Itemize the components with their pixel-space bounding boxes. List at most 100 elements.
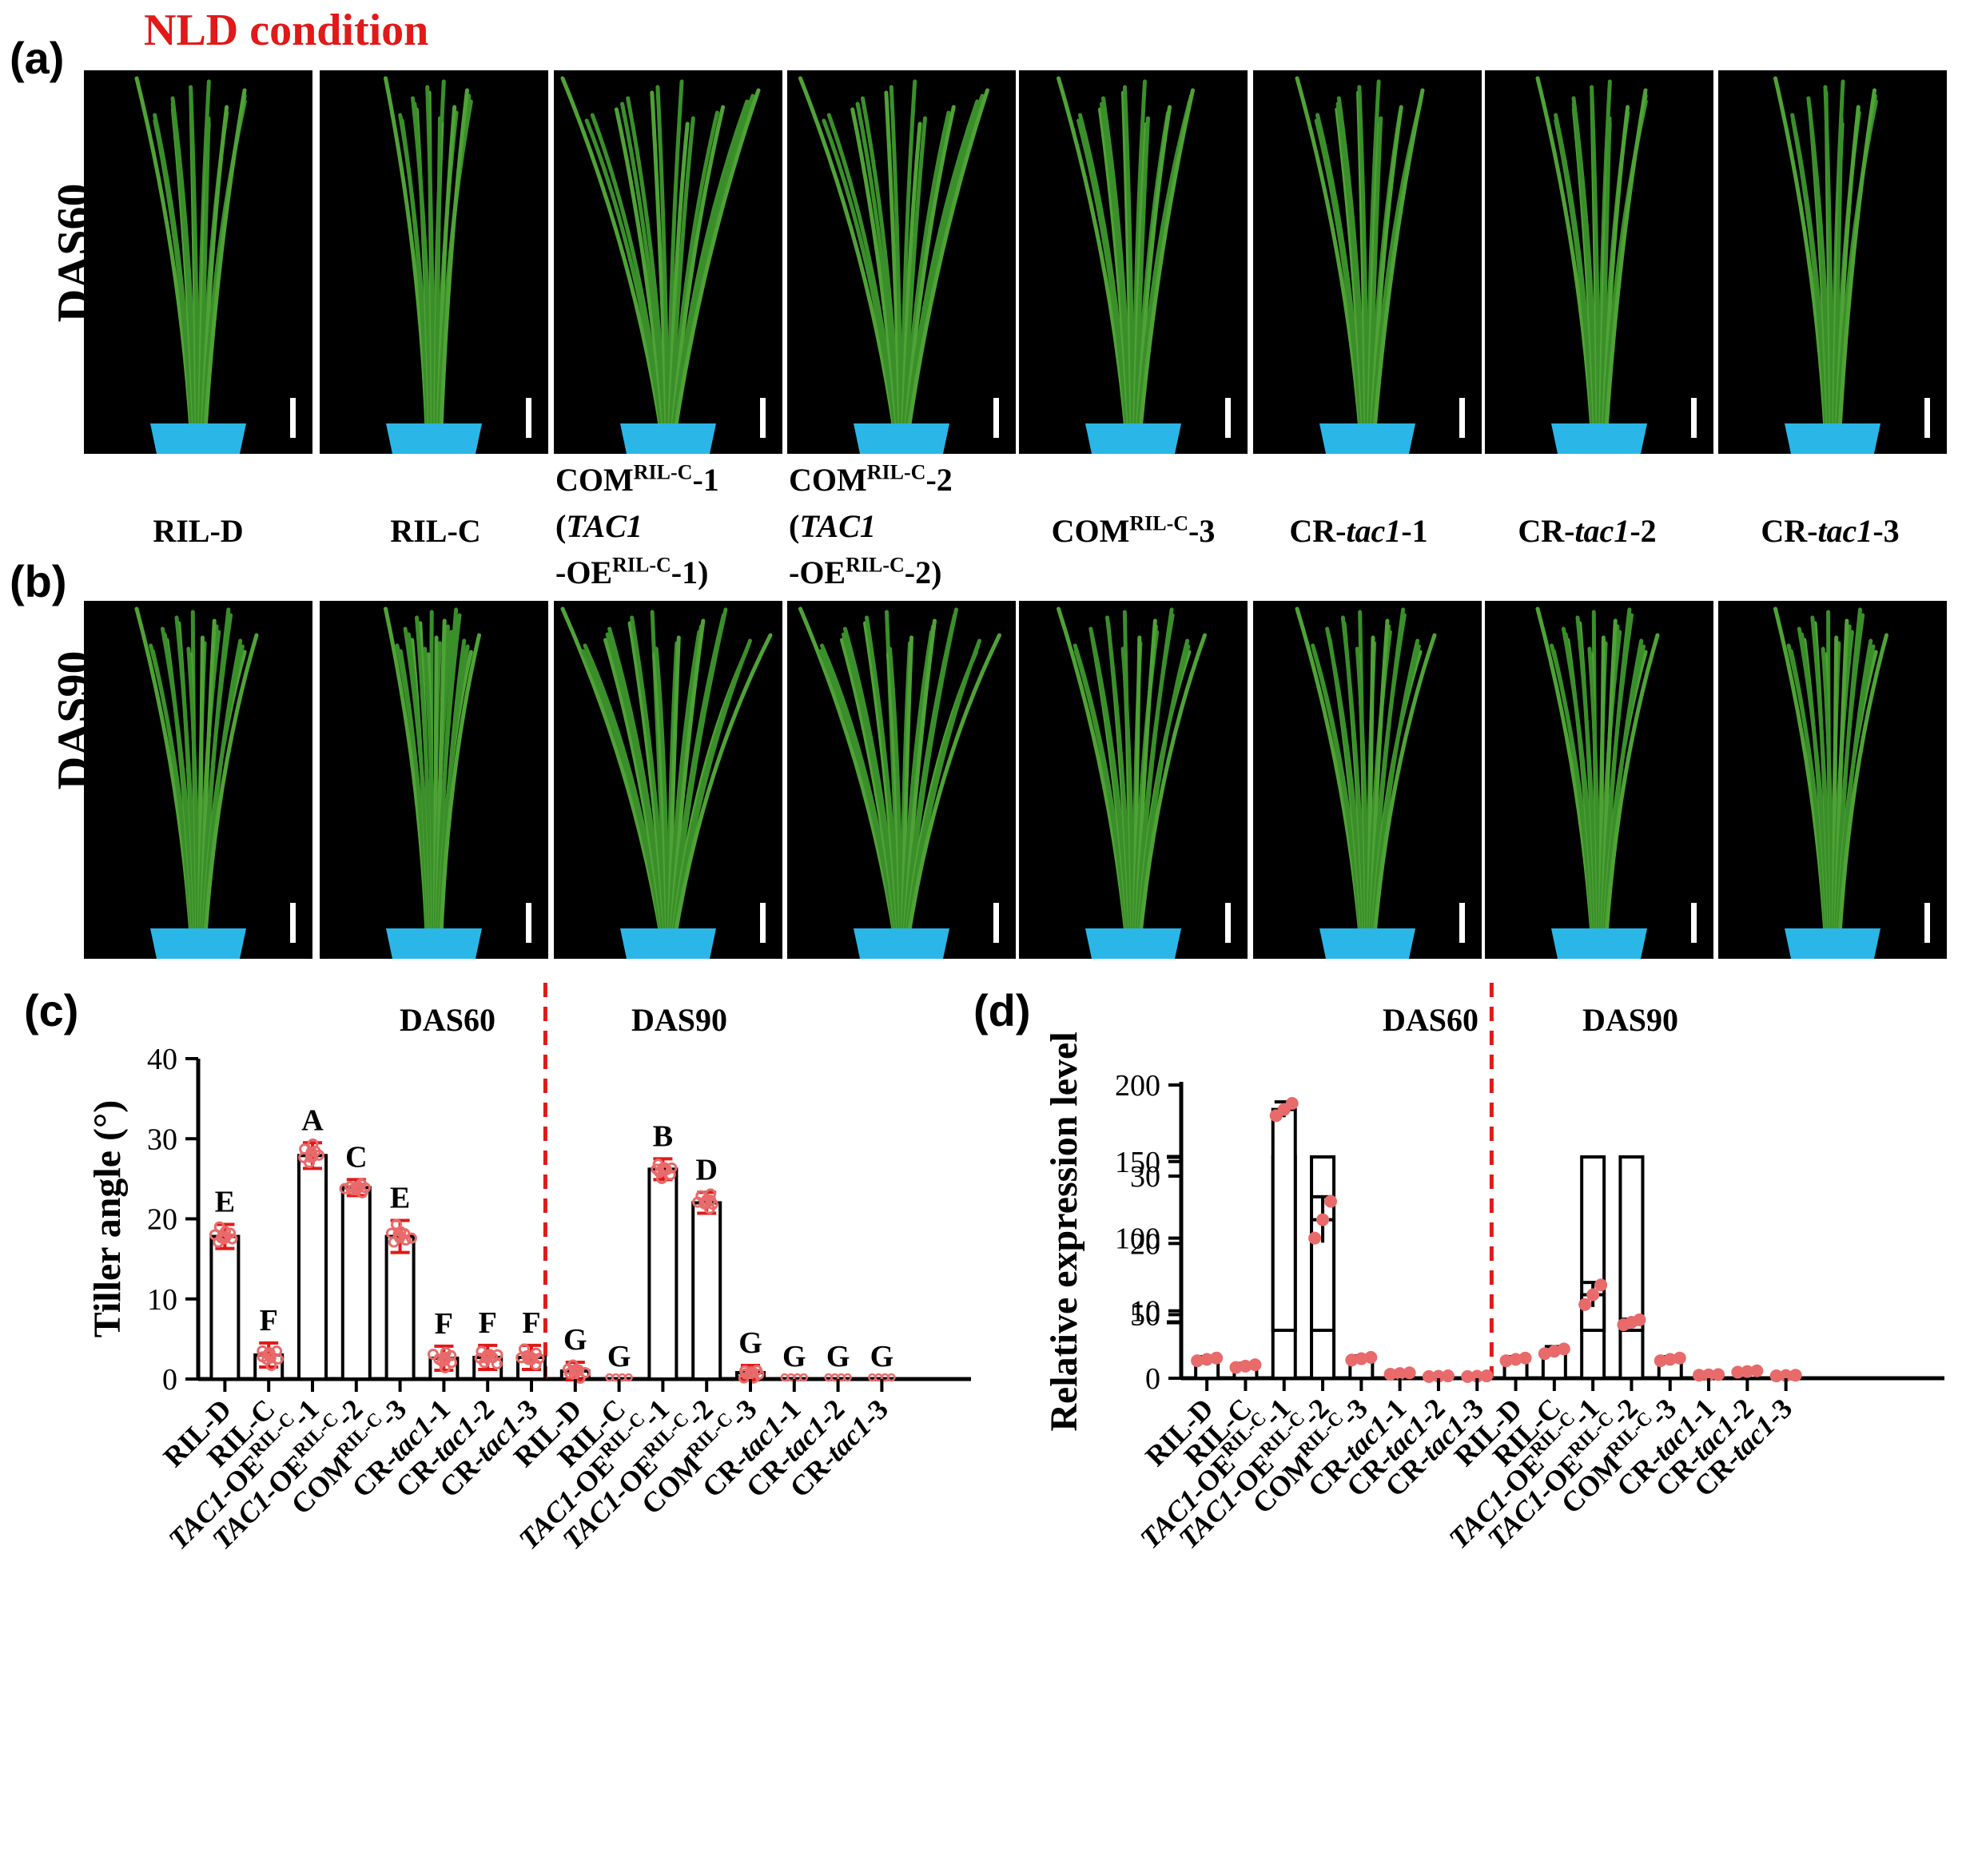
- y-tick-label: 100: [1115, 1222, 1160, 1256]
- data-point: [661, 1164, 673, 1176]
- plant-photo: [84, 601, 312, 959]
- plant-photo: [1253, 601, 1482, 959]
- data-point: [1654, 1354, 1667, 1368]
- y-tick-label: 10: [147, 1283, 177, 1317]
- group-label: DAS90: [631, 1002, 727, 1038]
- scale-bar: [1691, 398, 1697, 438]
- data-point: [480, 1352, 492, 1364]
- data-point: [1702, 1368, 1716, 1381]
- y-tick-label: 40: [147, 1043, 177, 1076]
- bar: [647, 1167, 679, 1381]
- data-point: [213, 1221, 225, 1233]
- data-point: [1547, 1345, 1561, 1358]
- data-point: [1779, 1369, 1793, 1382]
- leaf: [673, 633, 773, 937]
- y-axis-title: Tiller angle (°): [86, 1100, 129, 1337]
- data-point: [1422, 1369, 1435, 1383]
- data-point: [1741, 1365, 1754, 1378]
- pot: [1551, 928, 1647, 959]
- group-label: DAS60: [1383, 1002, 1478, 1038]
- data-point: [705, 1188, 717, 1200]
- leaf: [1837, 633, 1888, 937]
- data-point: [1239, 1359, 1252, 1373]
- significance-letter: G: [607, 1340, 631, 1373]
- data-point: [225, 1227, 237, 1239]
- leaf: [903, 105, 956, 432]
- pot: [620, 423, 716, 454]
- data-point: [1750, 1364, 1764, 1377]
- leaf: [1138, 633, 1207, 937]
- data-point: [1471, 1369, 1484, 1383]
- pot: [1085, 423, 1181, 454]
- pot: [1319, 928, 1415, 959]
- scale-bar: [1924, 398, 1930, 438]
- data-point: [390, 1218, 402, 1230]
- plant-photo: [1019, 70, 1248, 454]
- pot: [1319, 423, 1415, 454]
- group-label: DAS90: [1582, 1002, 1678, 1038]
- data-point: [1712, 1368, 1725, 1381]
- data-point: [569, 1365, 581, 1377]
- data-point: [1633, 1313, 1646, 1326]
- data-point: [299, 1143, 311, 1155]
- data-point: [1731, 1365, 1745, 1379]
- data-point: [272, 1353, 284, 1365]
- data-point: [1518, 1351, 1532, 1365]
- data-point: [1693, 1369, 1706, 1382]
- pot: [150, 928, 246, 959]
- scale-bar: [1225, 903, 1231, 943]
- data-point: [1285, 1096, 1299, 1110]
- panel-label-c: (c): [24, 985, 79, 1035]
- y-tick-label: 0: [1145, 1362, 1160, 1396]
- significance-letter: F: [435, 1307, 453, 1341]
- pot: [386, 423, 482, 454]
- plant-photo: [1253, 70, 1482, 454]
- data-point: [1345, 1353, 1359, 1367]
- leaf: [439, 633, 481, 937]
- data-point: [624, 1373, 633, 1382]
- plant-photo: [1019, 601, 1248, 959]
- scale-bar: [290, 903, 296, 943]
- data-point: [1769, 1369, 1783, 1383]
- y-tick-label: 0: [162, 1363, 177, 1397]
- data-point: [1383, 1367, 1397, 1381]
- leaf: [1773, 76, 1828, 432]
- significance-letter: D: [695, 1153, 717, 1186]
- pot: [1785, 423, 1880, 454]
- pot: [854, 928, 949, 959]
- panel-label-b: (b): [10, 556, 67, 606]
- leaf: [560, 76, 663, 432]
- leaf: [1604, 633, 1660, 937]
- bar: [1271, 1107, 1297, 1333]
- y-tick-label: 10: [1130, 1295, 1160, 1329]
- data-point: [1586, 1288, 1600, 1302]
- significance-letter: G: [738, 1326, 762, 1360]
- leaf: [906, 88, 989, 432]
- condition-title: NLD condition: [144, 6, 429, 55]
- significance-letter: G: [826, 1340, 850, 1373]
- leaf: [901, 116, 927, 432]
- scale-bar: [1225, 398, 1231, 438]
- data-point: [1431, 1369, 1445, 1383]
- plant-photo: [787, 70, 1016, 454]
- significance-letter: B: [653, 1119, 673, 1153]
- plant-photo: [84, 70, 312, 454]
- scale-bar: [1459, 398, 1465, 438]
- genotype-label: CR-tac1-2: [1518, 513, 1657, 549]
- bar: [209, 1234, 241, 1381]
- leaf: [861, 96, 901, 432]
- y-tick-label: 20: [1130, 1227, 1160, 1261]
- leaf: [889, 85, 903, 432]
- plant-photo: [320, 70, 548, 454]
- data-point: [265, 1360, 277, 1372]
- significance-letter: F: [479, 1306, 497, 1340]
- panel-label-a: (a): [10, 33, 65, 83]
- data-point: [400, 1234, 412, 1246]
- y-tick-label: 30: [147, 1123, 177, 1156]
- bar: [297, 1154, 328, 1381]
- leaf: [626, 96, 668, 432]
- data-point: [1191, 1354, 1204, 1368]
- pot: [150, 423, 246, 454]
- data-point: [1499, 1354, 1513, 1368]
